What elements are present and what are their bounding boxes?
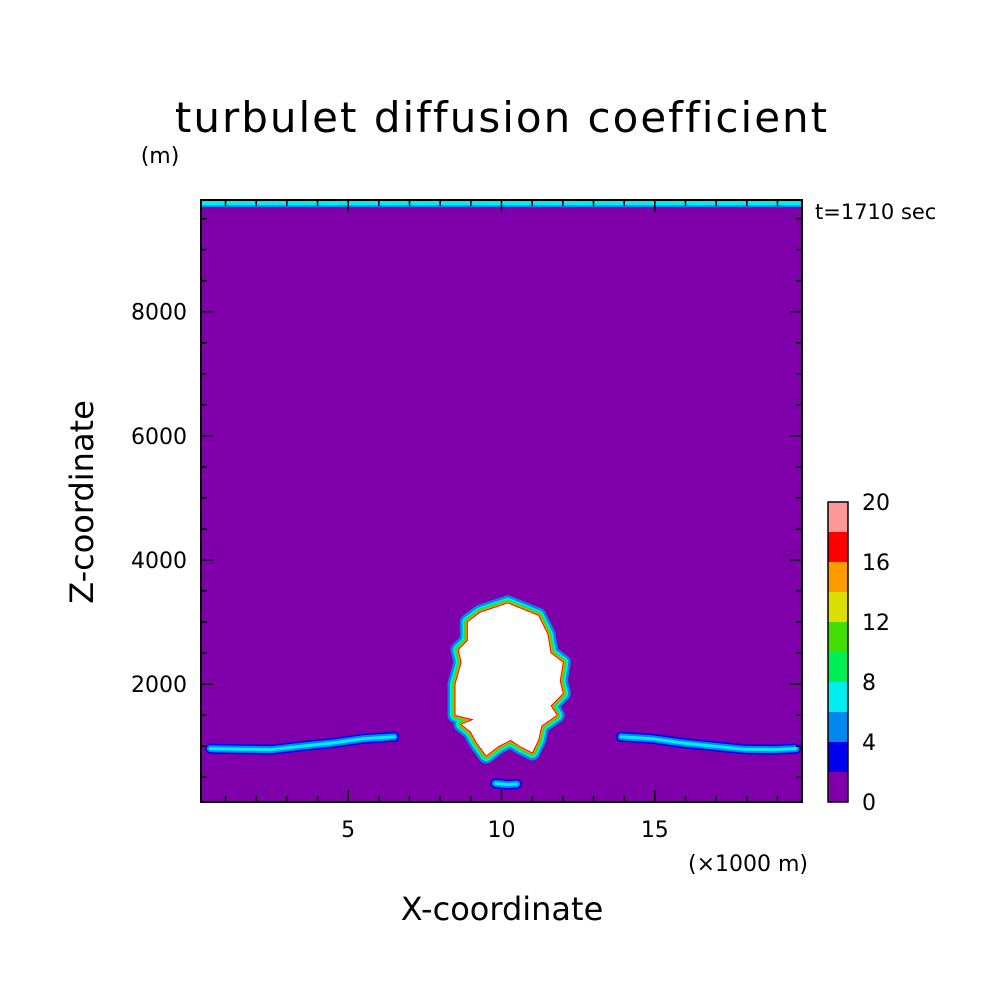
colorbar-label: 20	[862, 491, 890, 516]
band-6-8	[208, 735, 396, 752]
x-axis: 5 10 15	[224, 200, 779, 843]
y-axis-label: Z-coordinate	[63, 400, 101, 604]
colorbar-swatch	[828, 562, 848, 592]
x-axis-label: X-coordinate	[401, 890, 604, 928]
colorbar-swatch	[828, 712, 848, 742]
colorbar-swatch	[828, 682, 848, 712]
x-unit-label: (×1000 m)	[688, 852, 808, 877]
y-tick-label: 6000	[131, 425, 187, 450]
x-tick-label: 5	[341, 818, 355, 843]
colorbar-frame	[827, 501, 849, 803]
time-label: t=1710 sec	[815, 200, 936, 224]
feature-left-low-band	[205, 731, 400, 755]
colorbar-label: 8	[862, 671, 876, 696]
colorbar-swatch	[828, 592, 848, 622]
feature-high-diffusion-core	[447, 595, 571, 764]
contour-over-20	[455, 603, 563, 756]
chart-title: turbulet diffusion coefficient	[175, 93, 829, 142]
colorbar-swatch	[828, 622, 848, 652]
colorbar-label: 16	[862, 551, 890, 576]
feature-right-low-band	[616, 731, 801, 755]
plot-area	[200, 199, 803, 803]
colorbar-swatch	[828, 502, 848, 532]
colorbar-swatch	[828, 532, 848, 562]
y-unit-label: (m)	[141, 144, 180, 169]
x-tick-label: 15	[641, 818, 669, 843]
y-tick-label: 2000	[131, 673, 187, 698]
colorbar-label: 0	[862, 791, 876, 816]
band-6-8	[619, 735, 798, 752]
band-6-8	[493, 781, 519, 787]
feature-small-surface-spot	[490, 778, 522, 790]
x-tick-label: 10	[488, 818, 516, 843]
y-tick-label: 8000	[131, 301, 187, 326]
colorbar-swatch	[828, 742, 848, 772]
colorbar-label: 12	[862, 611, 890, 636]
colorbar-swatch	[828, 772, 848, 802]
y-axis: 2000 4000 6000 8000	[131, 217, 802, 778]
colorbar-label: 4	[862, 731, 876, 756]
colorbar: 0 4 8 12 16 20	[827, 491, 890, 816]
colorbar-swatch	[828, 652, 848, 682]
y-tick-label: 4000	[131, 549, 187, 574]
